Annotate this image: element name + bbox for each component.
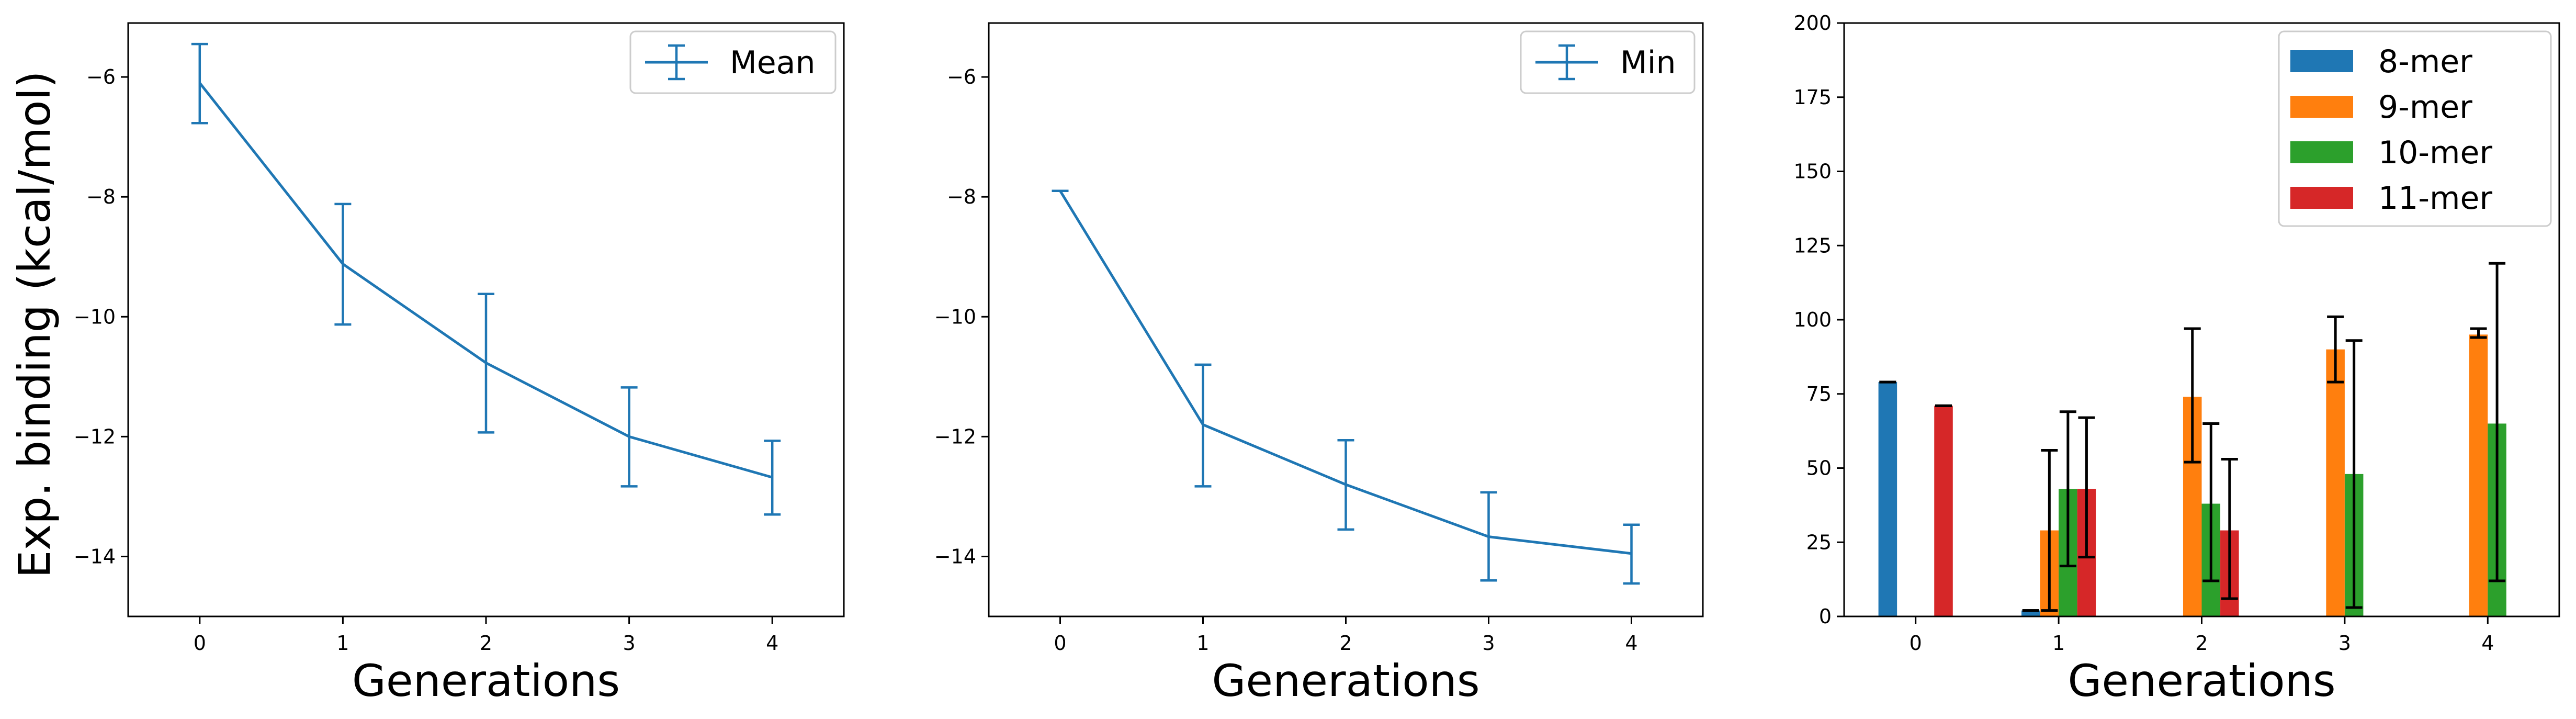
bar-8-mer-gen-0 bbox=[1878, 382, 1897, 616]
legend-label: 8-mer bbox=[2378, 43, 2472, 80]
x-tick-label: 2 bbox=[480, 632, 492, 655]
x-tick-label: 2 bbox=[2195, 632, 2208, 655]
legend-label: 11-mer bbox=[2378, 180, 2492, 217]
y-tick-label: −14 bbox=[74, 545, 116, 568]
y-tick-label: −12 bbox=[74, 425, 116, 448]
legend-label: Min bbox=[1620, 44, 1676, 81]
x-tick-label: 3 bbox=[1482, 632, 1495, 655]
plot-frame bbox=[1843, 22, 2560, 617]
legend-label: Mean bbox=[730, 44, 815, 81]
x-tick-label: 4 bbox=[766, 632, 778, 655]
bar-11-mer-gen-0 bbox=[1934, 406, 1953, 616]
y-tick-label: −8 bbox=[86, 185, 116, 208]
legend-box bbox=[629, 30, 837, 94]
bar-8-mer-gen-1 bbox=[2021, 610, 2040, 616]
legend-swatch bbox=[2290, 96, 2353, 118]
mean-binding-panel: 0 1 2 3 4 −14 −12 −10 −8 −6 Generations Mean bbox=[74, 22, 845, 706]
legend-label: 9-mer bbox=[2378, 89, 2472, 126]
legend-swatch bbox=[2290, 141, 2353, 163]
x-axis-title: Generations bbox=[352, 655, 620, 706]
y-tick-label: 25 bbox=[1806, 531, 1832, 554]
y-tick-label: −10 bbox=[74, 305, 116, 328]
x-tick-label: 2 bbox=[1339, 632, 1352, 655]
y-tick-label: 150 bbox=[1793, 160, 1832, 183]
y-tick-label: −6 bbox=[947, 65, 976, 88]
y-tick-label: 175 bbox=[1793, 86, 1832, 109]
min-binding-panel: 0 1 2 3 4 −14 −12 −10 −8 −6 Generations Min bbox=[934, 22, 1704, 706]
y-tick-label: −6 bbox=[86, 65, 116, 88]
x-tick-label: 0 bbox=[1054, 632, 1066, 655]
y-tick-label: 100 bbox=[1793, 308, 1832, 331]
legend-swatch bbox=[2290, 50, 2353, 72]
x-tick-label: 0 bbox=[1910, 632, 1922, 655]
legend-label: 10-mer bbox=[2378, 134, 2492, 171]
x-tick-label: 3 bbox=[623, 632, 636, 655]
x-axis-title: Generations bbox=[1212, 655, 1479, 706]
x-tick-label: 0 bbox=[194, 632, 206, 655]
length-distribution-panel: 0 1 2 3 4 0 25 50 75 100 125 150 175 200 Generations 8-… bbox=[1793, 12, 2560, 706]
legend-box bbox=[2278, 30, 2552, 227]
y-tick-label: 0 bbox=[1819, 605, 1832, 628]
legend-box bbox=[1520, 30, 1696, 94]
y-tick-label: −10 bbox=[934, 305, 976, 328]
bar-9-mer-gen-3 bbox=[2326, 349, 2345, 616]
plot-frame bbox=[988, 22, 1704, 617]
y-tick-label: 50 bbox=[1806, 457, 1832, 480]
y-tick-label: −14 bbox=[934, 545, 976, 568]
y-tick-label: 75 bbox=[1806, 383, 1832, 406]
plot-frame bbox=[127, 22, 845, 617]
x-tick-label: 1 bbox=[2052, 632, 2065, 655]
y-tick-label: 125 bbox=[1793, 234, 1832, 257]
y-tick-label: 200 bbox=[1793, 12, 1832, 35]
shared-y-axis-title: Exp. binding (kcal/mol) bbox=[9, 71, 60, 578]
bar-9-mer-gen-4 bbox=[2469, 334, 2488, 616]
legend-swatch bbox=[2290, 187, 2353, 209]
x-axis-title: Generations bbox=[2067, 655, 2335, 706]
x-tick-label: 4 bbox=[1625, 632, 1637, 655]
y-tick-label: −8 bbox=[947, 185, 976, 208]
x-tick-label: 3 bbox=[2338, 632, 2351, 655]
y-tick-label: −12 bbox=[934, 425, 976, 448]
x-tick-label: 4 bbox=[2481, 632, 2494, 655]
x-tick-label: 1 bbox=[336, 632, 349, 655]
x-tick-label: 1 bbox=[1196, 632, 1209, 655]
